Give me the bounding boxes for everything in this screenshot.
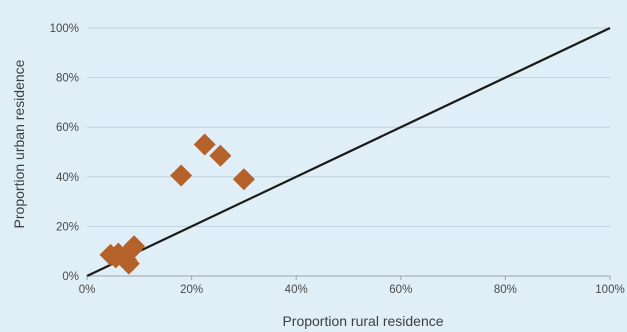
x-tick-label: 60% xyxy=(389,284,412,296)
y-tick-label: 40% xyxy=(56,172,79,184)
x-tick-label: 40% xyxy=(285,284,308,296)
x-axis-title: Proportion rural residence xyxy=(282,313,443,329)
data-point xyxy=(193,133,216,156)
data-point xyxy=(107,242,130,265)
x-axis-ticks: 0% 20% 40% 60% 80% 100% xyxy=(79,276,625,296)
y-tick-label: 20% xyxy=(56,221,79,233)
x-tick-label: 0% xyxy=(79,284,96,296)
data-point xyxy=(123,235,146,258)
y-tick-label: 80% xyxy=(56,73,79,85)
x-tick-label: 20% xyxy=(180,284,203,296)
y-tick-label: 0% xyxy=(62,271,79,283)
data-points xyxy=(99,133,255,275)
y-axis-ticks: 0% 20% 40% 60% 80% 100% xyxy=(50,23,79,283)
reference-line-group xyxy=(86,27,611,277)
y-tick-label: 60% xyxy=(56,122,79,134)
x-tick-label: 100% xyxy=(595,284,624,296)
x-tick-label: 80% xyxy=(494,284,517,296)
data-point xyxy=(232,168,255,191)
data-point xyxy=(170,164,193,187)
data-point xyxy=(209,144,232,167)
y-axis-title: Proportion urban residence xyxy=(11,59,27,228)
data-point xyxy=(117,252,140,275)
y-tick-label: 100% xyxy=(50,23,79,35)
reference-line xyxy=(86,27,611,277)
